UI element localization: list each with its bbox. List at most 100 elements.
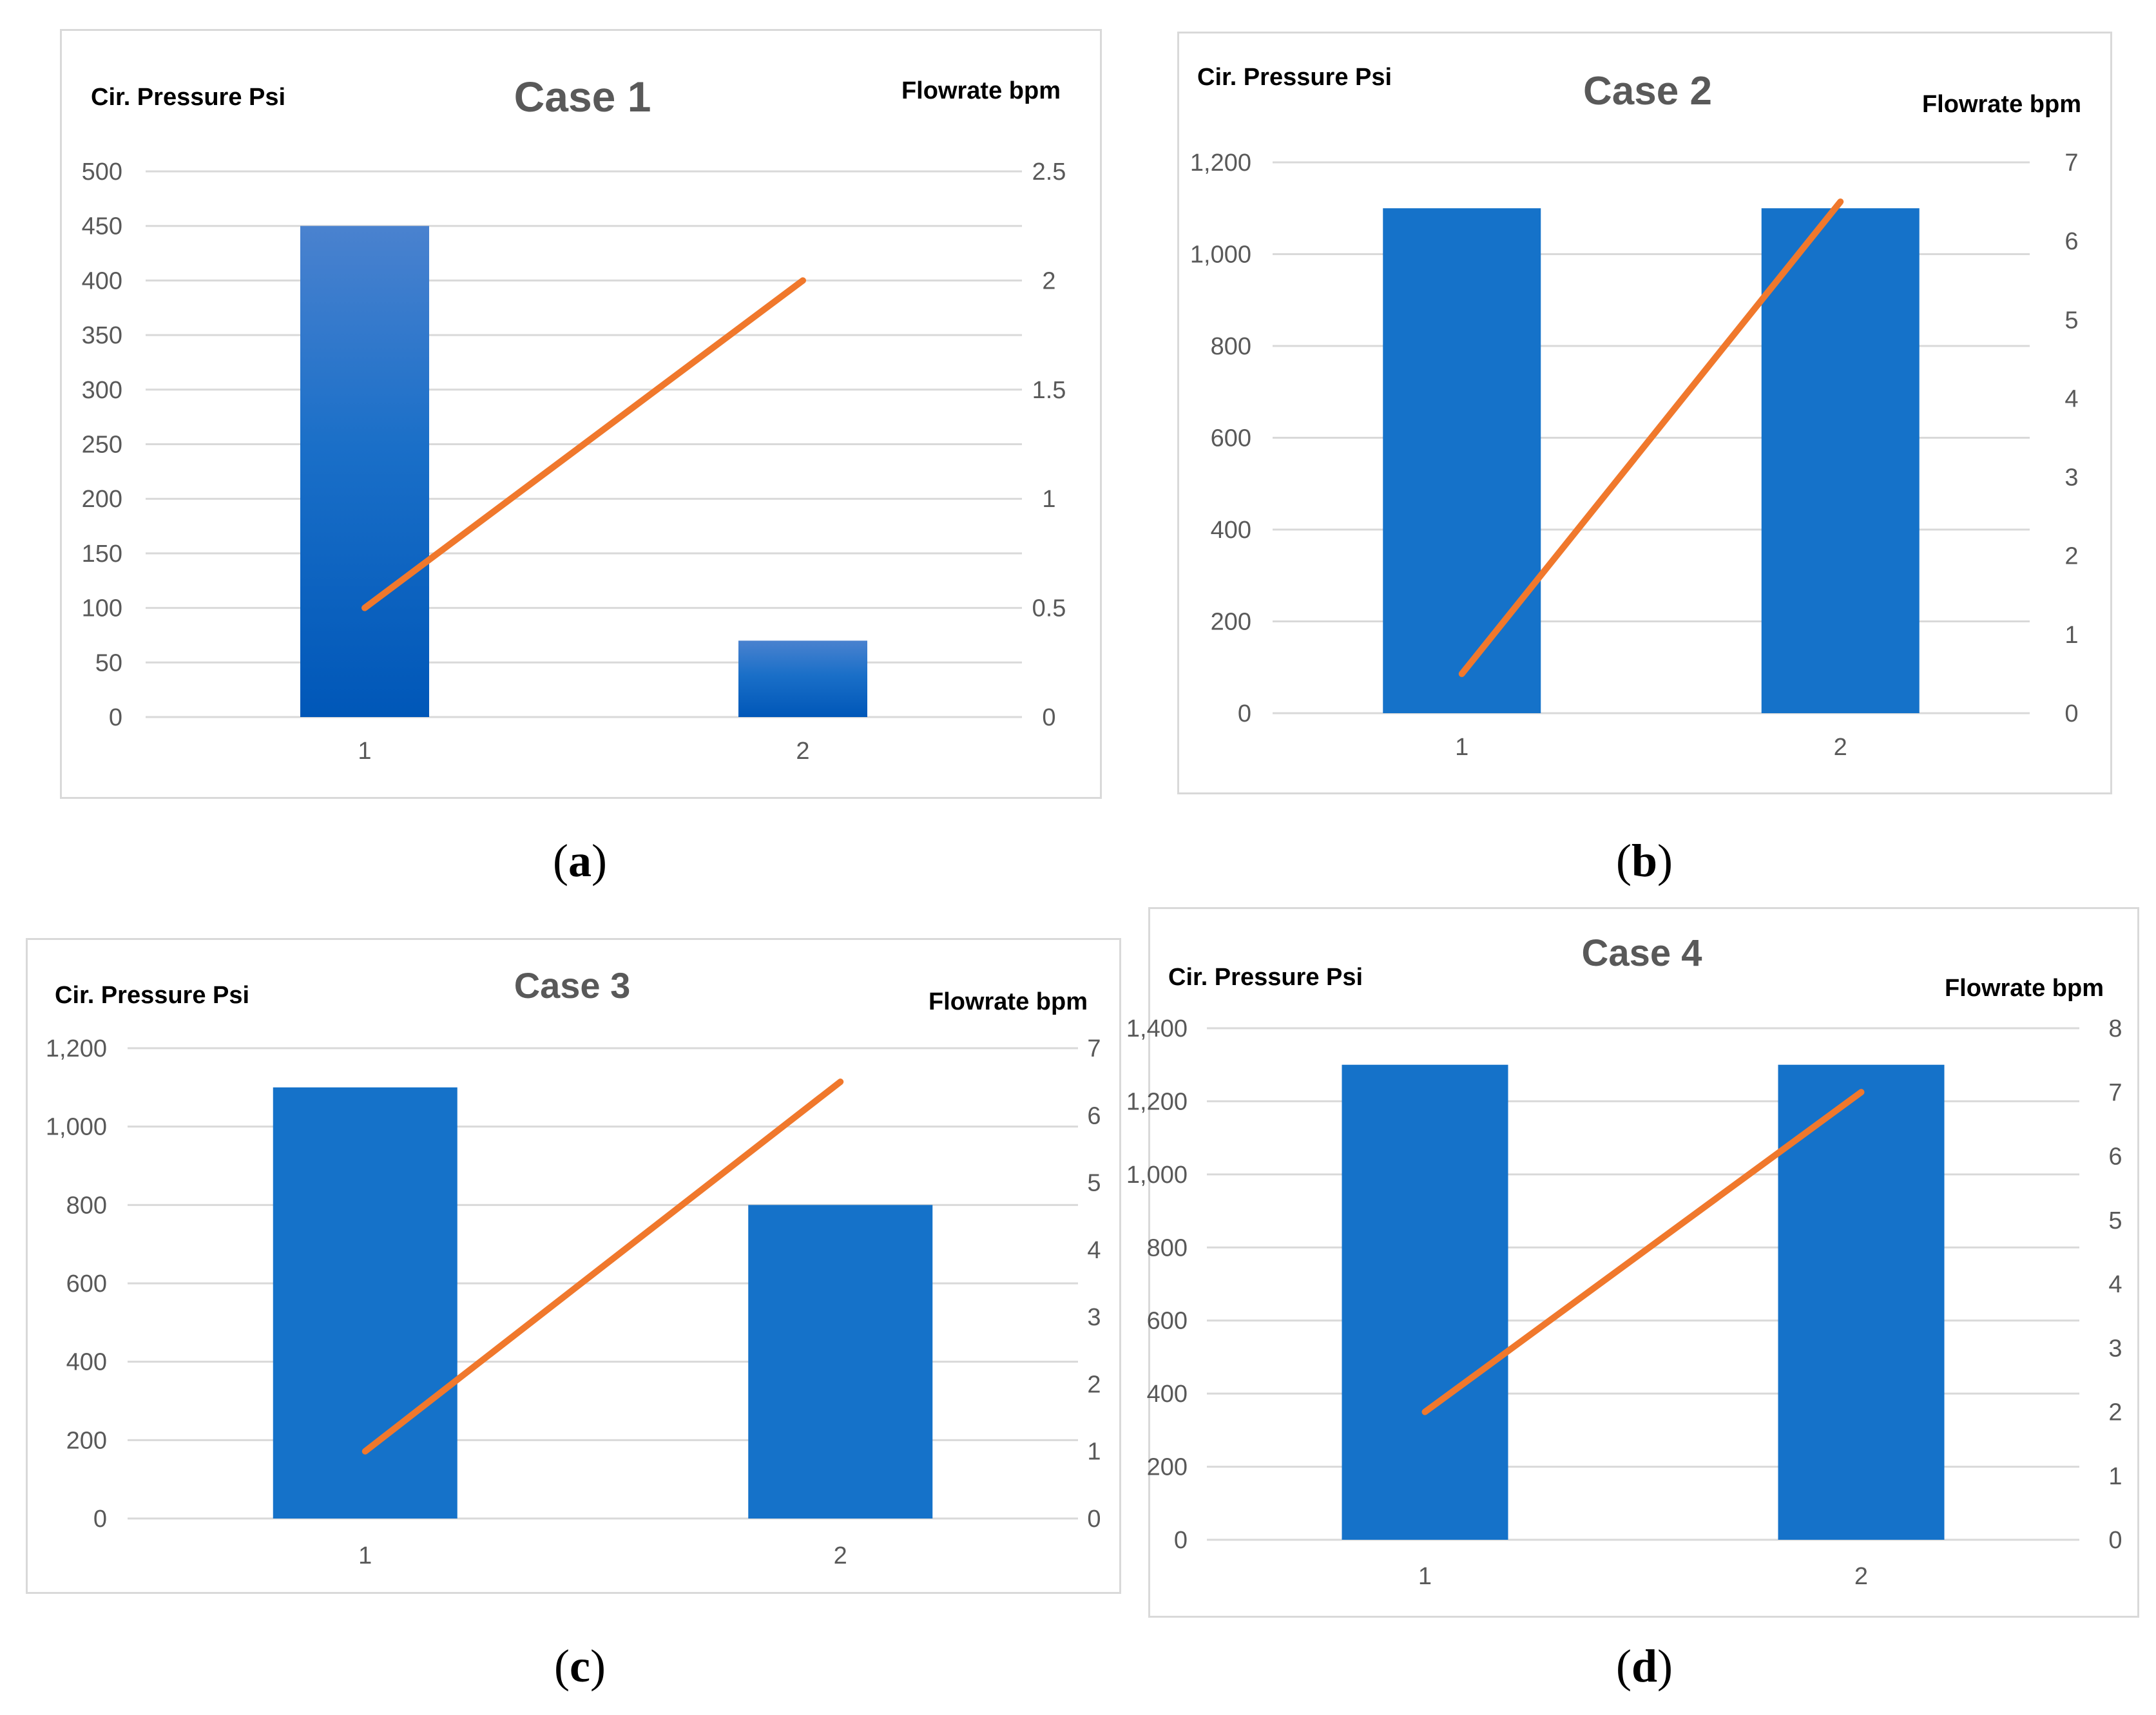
x-tick-label: 2: [1834, 734, 1847, 761]
y-tick-right: 1: [1042, 486, 1055, 513]
y-tick-left: 600: [1211, 425, 1251, 452]
chart-title: Case 2: [1583, 69, 1712, 113]
caption-letter: c: [570, 1640, 590, 1692]
bar-pressure: [748, 1205, 933, 1519]
y-tick-left: 1,000: [1190, 242, 1251, 269]
x-tick-label: 2: [796, 738, 809, 765]
y-tick-right: 3: [2108, 1335, 2122, 1362]
chart-title: Case 3: [514, 965, 631, 1006]
y-tick-right: 1: [1087, 1439, 1101, 1466]
y-tick-left: 600: [1147, 1308, 1188, 1335]
bar-pressure: [1761, 208, 1920, 713]
line-flowrate: [361, 277, 806, 611]
bar-pressure: [1778, 1064, 1945, 1540]
caption-letter: d: [1631, 1640, 1658, 1692]
chart-case-3: 0 200 400 600 800 1,000 1,200 0 1 2 3 4 5 6 7 1 2 Case 3 C…: [46, 965, 1101, 1569]
chart-title: Case 4: [1581, 932, 1702, 974]
chart-panel-case-4: 0 200 400 600 800 1,000 1,200 1,400 0 1 2 3 4 5 6 7 8 1 2 C…: [1126, 907, 2139, 1618]
x-tick-label: 1: [1418, 1563, 1432, 1590]
y-tick-right: 0: [2108, 1527, 2122, 1554]
chart-case-4: 0 200 400 600 800 1,000 1,200 1,400 0 1 2 3 4 5 6 7 8 1 2 C…: [1126, 932, 2122, 1590]
y-tick-left: 1,200: [1126, 1088, 1188, 1115]
y-tick-right: 3: [2065, 465, 2078, 492]
y-tick-left: 450: [82, 213, 122, 240]
bar-pressure: [738, 640, 867, 717]
line-flowrate: [361, 1078, 844, 1455]
y-tick-left: 0: [1238, 700, 1251, 727]
y-tick-right: 1: [2065, 622, 2078, 649]
chart-case-1: 0 50 100 150 200 250 300 350 400 450 500 0 0.5 1 1.5 2 2…: [82, 73, 1066, 765]
y-tick-right: 6: [2108, 1144, 2122, 1171]
x-tick-label: 1: [358, 738, 371, 765]
y-tick-right: 5: [2065, 307, 2078, 334]
y-tick-left: 1,000: [46, 1114, 107, 1141]
caption-b: (b): [1615, 835, 1673, 886]
y-tick-right: 6: [1087, 1102, 1101, 1129]
y-axis-label-left: Cir. Pressure Psi: [1197, 64, 1392, 91]
y-tick-right: 8: [2108, 1015, 2122, 1042]
y-tick-left: 1,000: [1126, 1162, 1188, 1189]
caption-letter: a: [568, 835, 592, 886]
y-tick-right: 2: [1042, 267, 1055, 294]
y-tick-right: 0: [1042, 704, 1055, 731]
y-tick-left: 400: [1211, 517, 1251, 544]
y-tick-left: 800: [1147, 1234, 1188, 1261]
y-tick-left: 200: [82, 486, 122, 513]
chart-case-2: 0 200 400 600 800 1,000 1,200 0 1 2 3 4 5 6 7 1 2 Case 2 C…: [1190, 64, 2081, 761]
y-tick-left: 600: [66, 1270, 107, 1298]
y-tick-left: 200: [66, 1427, 107, 1454]
y-tick-right: 7: [1087, 1035, 1101, 1062]
bar-pressure: [1383, 208, 1541, 713]
caption-d: (d): [1615, 1640, 1673, 1692]
y-tick-left: 400: [1147, 1381, 1188, 1408]
y-axis-label-right: Flowrate bpm: [901, 77, 1061, 104]
y-axis-label-left: Cir. Pressure Psi: [91, 84, 285, 111]
y-tick-left: 400: [66, 1349, 107, 1376]
y-tick-left: 800: [1211, 333, 1251, 360]
y-axis-label-left: Cir. Pressure Psi: [1168, 964, 1363, 991]
y-tick-right: 4: [1087, 1237, 1101, 1264]
y-tick-right: 4: [2065, 385, 2078, 412]
bar-pressure: [273, 1087, 457, 1519]
y-tick-left: 0: [109, 704, 122, 731]
y-tick-right: 4: [2108, 1271, 2122, 1298]
y-tick-left: 300: [82, 377, 122, 404]
y-tick-left: 1,200: [46, 1035, 107, 1062]
y-tick-left: 50: [95, 649, 122, 676]
y-tick-left: 0: [93, 1506, 107, 1533]
y-tick-left: 400: [82, 267, 122, 294]
chart-panel-case-3: 0 200 400 600 800 1,000 1,200 0 1 2 3 4 5 6 7 1 2 Case 3 C…: [26, 938, 1121, 1594]
y-axis-label-right: Flowrate bpm: [1922, 91, 2081, 118]
y-tick-right: 2.5: [1032, 158, 1066, 186]
y-tick-left: 200: [1147, 1454, 1188, 1481]
y-tick-right: 2: [1087, 1371, 1101, 1398]
y-tick-left: 800: [66, 1192, 107, 1219]
y-tick-left: 150: [82, 541, 122, 568]
chart-title: Case 1: [514, 73, 651, 120]
caption-c: (c): [554, 1640, 606, 1692]
y-tick-left: 1,400: [1126, 1015, 1188, 1042]
line-flowrate: [1458, 198, 1844, 677]
y-tick-left: 200: [1211, 609, 1251, 636]
y-tick-left: 100: [82, 595, 122, 622]
y-axis-label-right: Flowrate bpm: [929, 988, 1088, 1015]
y-tick-right: 0.5: [1032, 595, 1066, 622]
y-tick-right: 0: [2065, 700, 2078, 727]
bar-pressure: [300, 225, 429, 717]
y-axis-label-left: Cir. Pressure Psi: [55, 982, 249, 1009]
y-tick-left: 350: [82, 322, 122, 349]
caption-a: (a): [553, 835, 607, 886]
y-tick-left: 1,200: [1190, 149, 1251, 177]
y-tick-right: 3: [1087, 1304, 1101, 1331]
chart-panel-case-2: 0 200 400 600 800 1,000 1,200 0 1 2 3 4 5 6 7 1 2 Case 2 C…: [1177, 32, 2112, 794]
line-flowrate: [1421, 1089, 1865, 1415]
y-tick-left: 0: [1174, 1527, 1188, 1554]
caption-letter: b: [1631, 835, 1658, 886]
y-tick-right: 6: [2065, 228, 2078, 255]
y-tick-right: 1.5: [1032, 377, 1066, 404]
y-tick-left: 500: [82, 158, 122, 186]
y-tick-right: 2: [2108, 1399, 2122, 1426]
y-tick-right: 7: [2108, 1079, 2122, 1106]
bar-pressure: [1342, 1064, 1508, 1540]
x-tick-label: 1: [358, 1542, 372, 1569]
